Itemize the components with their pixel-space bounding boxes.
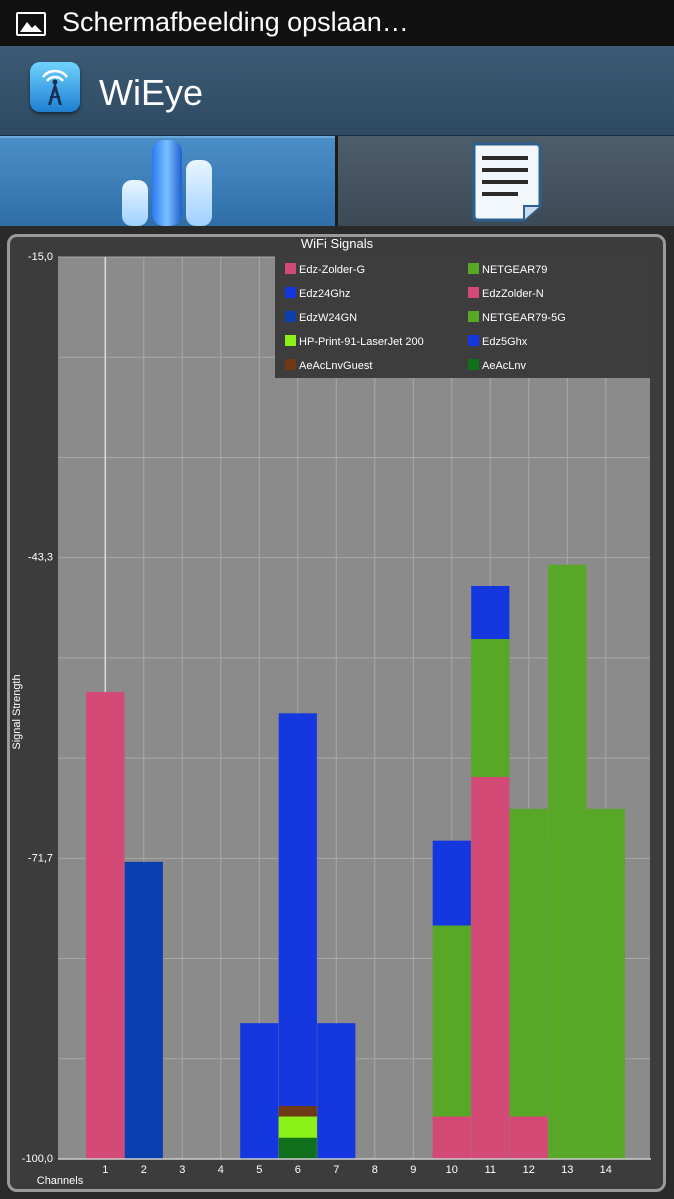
x-tick-label: 11 — [485, 1164, 496, 1176]
legend-box — [275, 256, 651, 378]
bar-edz24ghz — [278, 713, 318, 1159]
x-tick-label: 1 — [102, 1164, 108, 1176]
app-title: WiEye — [99, 72, 204, 113]
status-bar: Schermafbeelding opslaan… — [0, 0, 674, 46]
legend-label: AeAcLnvGuest — [299, 360, 372, 372]
bar-edzzolder-n — [471, 776, 510, 1159]
image-icon — [16, 12, 46, 36]
bar-edzw24gn — [124, 861, 164, 1159]
legend-swatch — [468, 335, 479, 346]
y-tick-label: -71,7 — [28, 853, 53, 865]
legend-swatch — [285, 335, 296, 346]
legend-swatch — [285, 263, 296, 274]
x-tick-label: 8 — [372, 1164, 378, 1176]
x-axis-label: Channels — [37, 1175, 84, 1187]
legend-swatch — [468, 263, 479, 274]
legend-label: Edz-Zolder-G — [299, 264, 365, 276]
y-tick-label: -43,3 — [28, 551, 53, 563]
x-tick-label: 10 — [446, 1164, 458, 1176]
tab-graph[interactable] — [0, 136, 335, 226]
y-axis-label: Signal Strength — [11, 674, 23, 749]
bar-edz-zolder-g — [86, 692, 125, 1159]
bar-edz24ghz — [317, 1023, 356, 1159]
x-tick-label: 5 — [256, 1164, 262, 1176]
action-bar: WiEye — [0, 46, 674, 136]
bar-netgear79-5g — [509, 808, 549, 1159]
document-list-icon — [472, 142, 542, 222]
x-tick-label: 13 — [561, 1164, 573, 1176]
x-tick-label: 12 — [523, 1164, 535, 1176]
x-tick-label: 4 — [218, 1164, 224, 1176]
x-tick-label: 7 — [333, 1164, 339, 1176]
legend-swatch — [285, 359, 296, 370]
legend-label: Edz5Ghx — [482, 336, 528, 348]
x-tick-label: 9 — [410, 1164, 416, 1176]
notification-text: Schermafbeelding opslaan… — [62, 7, 409, 37]
wifi-tower-icon[interactable] — [30, 62, 80, 112]
y-tick-label: -100,0 — [22, 1153, 53, 1165]
tab-list[interactable] — [338, 136, 674, 226]
legend-label: EdzW24GN — [299, 312, 357, 324]
y-tick-label: -15,0 — [28, 251, 53, 263]
bar-edz24ghz — [240, 1023, 279, 1159]
x-tick-label: 2 — [141, 1164, 147, 1176]
bar-graph-icon — [122, 140, 212, 226]
x-tick-label: 14 — [600, 1164, 612, 1176]
bar-edzzolder-n — [432, 1116, 472, 1159]
tab-bar — [0, 136, 674, 226]
legend-label: AeAcLnv — [482, 360, 527, 372]
legend-label: NETGEAR79-5G — [482, 312, 566, 324]
bar-netgear79-5g — [586, 808, 626, 1159]
bar-netgear79-5g — [548, 564, 587, 1159]
legend-swatch — [285, 287, 296, 298]
legend-label: HP-Print-91-LaserJet 200 — [299, 336, 424, 348]
x-tick-label: 6 — [295, 1164, 301, 1176]
legend-label: Edz24Ghz — [299, 288, 350, 300]
legend-swatch — [285, 311, 296, 322]
legend-label: NETGEAR79 — [482, 264, 547, 276]
legend-swatch — [468, 311, 479, 322]
x-tick-label: 3 — [179, 1164, 185, 1176]
legend-label: EdzZolder-N — [482, 288, 544, 300]
chart-title: WiFi Signals — [301, 236, 374, 251]
bar-aeaclnv — [278, 1137, 318, 1159]
bar-edzzolder-n — [509, 1116, 549, 1159]
legend-swatch — [468, 287, 479, 298]
legend-swatch — [468, 359, 479, 370]
